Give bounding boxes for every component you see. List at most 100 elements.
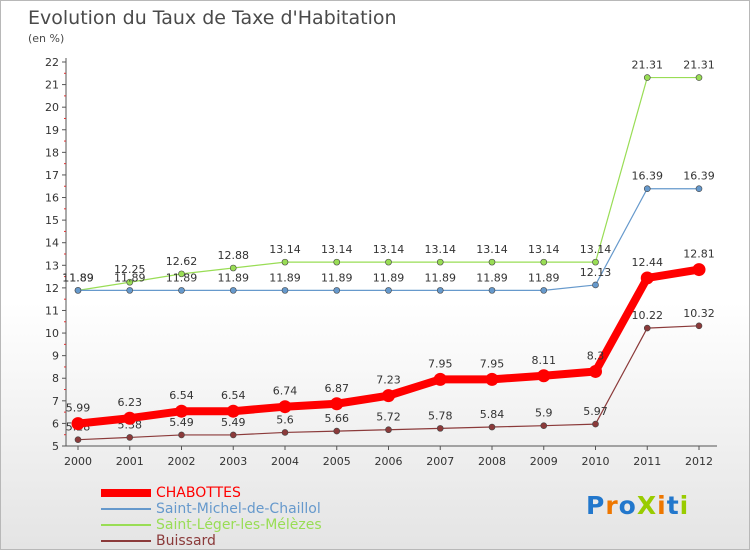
- x-tick-label: 2000: [64, 455, 92, 468]
- data-label: 11.89: [476, 271, 508, 284]
- data-label: 11.89: [425, 271, 457, 284]
- x-tick-label: 2012: [685, 455, 713, 468]
- data-label: 11.89: [218, 271, 250, 284]
- data-label: 8.3: [587, 349, 605, 362]
- data-point: [540, 422, 548, 429]
- data-label: 5.99: [66, 402, 91, 415]
- y-tick-label: 22: [45, 56, 59, 69]
- data-label: 5.66: [325, 412, 350, 425]
- data-label: 11.89: [528, 271, 560, 284]
- data-label: 6.74: [273, 385, 298, 398]
- data-point: [433, 372, 447, 386]
- y-tick-label: 10: [45, 327, 59, 340]
- data-point: [382, 389, 395, 403]
- legend-label: Saint-Léger-les-Mélèzes: [156, 517, 322, 533]
- data-label: 7.95: [428, 357, 453, 370]
- legend-swatch: [101, 524, 151, 526]
- data-label: 6.87: [325, 382, 350, 395]
- logo-letter: i: [657, 491, 667, 520]
- data-point: [123, 411, 137, 425]
- data-point: [488, 258, 496, 266]
- data-label: 11.89: [62, 271, 94, 284]
- data-label: 11.89: [373, 271, 405, 284]
- x-tick-label: 2004: [271, 455, 299, 468]
- data-point: [643, 324, 651, 332]
- chart-title: Evolution du Taux de Taxe d'Habitation: [28, 7, 397, 29]
- data-label: 12.13: [580, 266, 612, 279]
- data-point: [436, 425, 444, 432]
- data-point: [229, 264, 237, 272]
- data-point: [385, 287, 392, 294]
- x-tick-label: 2009: [530, 455, 558, 468]
- y-tick-label: 17: [45, 169, 59, 182]
- x-tick-label: 2005: [323, 455, 351, 468]
- data-point: [695, 322, 703, 330]
- logo-letter: P: [586, 491, 606, 520]
- y-tick-label: 5: [52, 440, 59, 453]
- data-point: [385, 426, 392, 434]
- data-label: 11.89: [62, 271, 94, 284]
- data-point: [695, 74, 703, 81]
- data-point: [540, 287, 548, 294]
- data-point: [278, 400, 292, 414]
- data-label: 5.78: [428, 409, 453, 422]
- data-point: [71, 417, 85, 431]
- data-point: [126, 287, 134, 294]
- data-label: 13.14: [528, 243, 560, 256]
- logo-letter: o: [618, 491, 637, 520]
- logo-letter: t: [666, 491, 680, 520]
- data-point: [488, 287, 496, 294]
- data-label: 13.14: [425, 243, 457, 256]
- data-label: 7.23: [376, 374, 401, 387]
- data-point: [74, 436, 82, 443]
- x-tick-label: 2010: [582, 455, 610, 468]
- y-tick-label: 15: [45, 214, 59, 227]
- data-label: 13.14: [373, 243, 405, 256]
- data-label: 21.31: [632, 59, 664, 72]
- data-label: 7.95: [480, 357, 505, 370]
- data-point: [281, 287, 289, 294]
- data-label: 6.54: [169, 389, 194, 402]
- y-tick-label: 20: [45, 101, 59, 114]
- data-label: 5.9: [535, 407, 553, 420]
- x-tick-label: 2008: [478, 455, 506, 468]
- data-point: [126, 434, 134, 441]
- logo-letter: X: [636, 491, 658, 520]
- data-point: [229, 287, 237, 294]
- x-tick-label: 2003: [219, 455, 247, 468]
- legend-label: Saint-Michel-de-Chaillol: [156, 501, 321, 517]
- data-point: [333, 287, 341, 294]
- data-point: [640, 271, 654, 285]
- data-label: 13.14: [269, 243, 301, 256]
- data-point: [692, 263, 706, 277]
- data-point: [330, 397, 344, 411]
- x-tick-label: 2011: [633, 455, 661, 468]
- data-point: [226, 404, 240, 418]
- data-label: 13.14: [580, 243, 612, 256]
- data-point: [436, 287, 444, 294]
- legend-swatch: [101, 540, 151, 542]
- data-point: [178, 431, 185, 439]
- data-label: 5.72: [376, 411, 401, 424]
- data-point: [537, 369, 551, 383]
- data-label: 12.62: [166, 255, 198, 268]
- data-point: [126, 278, 134, 286]
- data-point: [589, 364, 602, 378]
- data-point: [488, 423, 496, 431]
- data-point: [178, 270, 185, 278]
- x-tick-label: 2007: [426, 455, 454, 468]
- data-label: 10.22: [632, 309, 664, 322]
- data-label: 16.39: [683, 170, 715, 183]
- data-label: 12.81: [683, 248, 715, 261]
- y-tick-label: 14: [45, 237, 59, 250]
- y-tick-label: 9: [52, 350, 59, 363]
- y-tick-label: 8: [52, 372, 59, 385]
- legend-label: Buissard: [156, 533, 216, 549]
- legend-label: CHABOTTES: [156, 485, 241, 501]
- data-label: 5.84: [480, 408, 505, 421]
- logo-letter: r: [605, 491, 619, 520]
- data-point: [643, 74, 651, 81]
- data-label: 12.44: [632, 256, 664, 269]
- data-point: [333, 427, 341, 435]
- data-label: 11.89: [166, 271, 198, 284]
